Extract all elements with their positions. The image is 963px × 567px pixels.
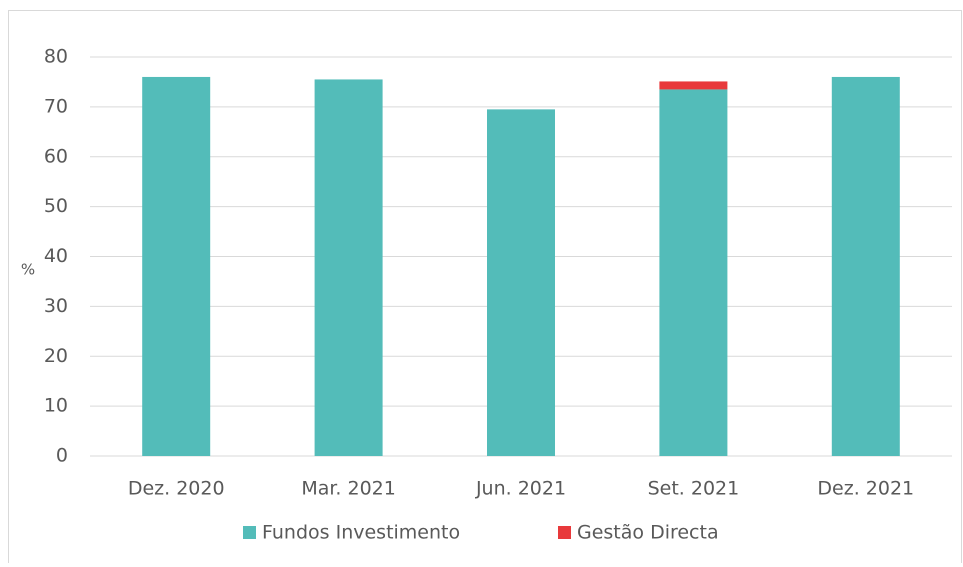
legend-swatch (243, 526, 256, 539)
x-tick-label: Set. 2021 (648, 478, 740, 500)
y-tick-label: 20 (44, 345, 68, 367)
bar-segment (831, 76, 900, 456)
x-tick-label: Jun. 2021 (475, 478, 566, 500)
y-tick-label: 0 (56, 445, 68, 467)
y-tick-label: 80 (44, 46, 68, 68)
bar-segment (659, 89, 728, 456)
y-axis-label: % (21, 261, 35, 279)
x-tick-label: Dez. 2020 (128, 478, 225, 500)
y-tick-label: 70 (44, 95, 68, 117)
y-tick-label: 60 (44, 145, 68, 167)
bar-segment (314, 79, 383, 456)
legend-swatch (558, 526, 571, 539)
y-tick-label: 10 (44, 395, 68, 417)
y-tick-label: 50 (44, 195, 68, 217)
y-tick-label: 40 (44, 245, 68, 267)
legend-label: Gestão Directa (577, 522, 719, 544)
bar-segment (659, 81, 728, 90)
chart-frame (8, 10, 962, 567)
bar-segment (487, 109, 555, 457)
bar-segment (142, 76, 211, 456)
legend-label: Fundos Investimento (262, 522, 460, 544)
x-tick-label: Mar. 2021 (301, 478, 396, 500)
x-tick-label: Dez. 2021 (817, 478, 914, 500)
y-tick-label: 30 (44, 295, 68, 317)
